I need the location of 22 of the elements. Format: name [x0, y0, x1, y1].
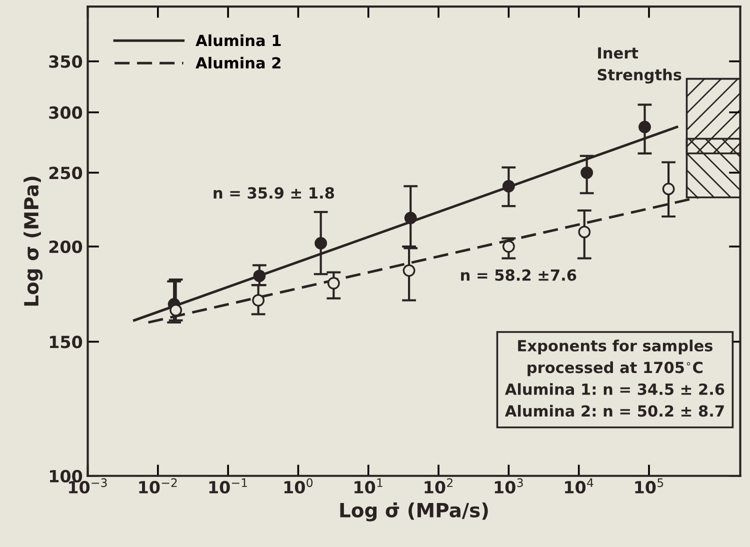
y-axis-title: Log σ (MPa) [24, 176, 43, 306]
legend-label: Alumina 1 [196, 34, 281, 46]
x-tick-label: 10$^{3}$ [494, 478, 523, 494]
x-axis-title: Log σ̇ (MPa/s) [340, 502, 488, 522]
x-tick-label: 10$^{4}$ [565, 478, 594, 494]
x-tick-label: 10$^{2}$ [424, 478, 452, 494]
x-tick-label: 10$^{−2}$ [139, 478, 177, 494]
y-tick-label: 300 [49, 106, 82, 119]
annotation: Inert Strengths [598, 47, 682, 84]
legend-label: Alumina 2 [196, 56, 280, 69]
annotation: Exponents for samples processed at 1705$^{∘}$C Alumina 1: n = 34.5 ± 2.6 Alumina 2: n = 50.2 ± 8.7 [504, 340, 724, 417]
y-tick-label: 150 [50, 336, 82, 348]
x-tick-label: 10$^{1}$ [354, 478, 382, 494]
y-tick-label: 200 [49, 240, 82, 254]
annotation: n = 58.2 ±7.6 [461, 269, 576, 281]
x-tick-label: 10$^{5}$ [635, 478, 664, 494]
annotation: n = 35.9 ± 1.8 [214, 187, 334, 199]
y-tick-label: 350 [49, 55, 82, 68]
x-tick-label: 10$^{0}$ [284, 478, 313, 494]
y-tick-label: 250 [49, 166, 82, 180]
y-tick-label: 100 [50, 470, 82, 482]
x-tick-label: 10$^{−1}$ [209, 478, 247, 494]
